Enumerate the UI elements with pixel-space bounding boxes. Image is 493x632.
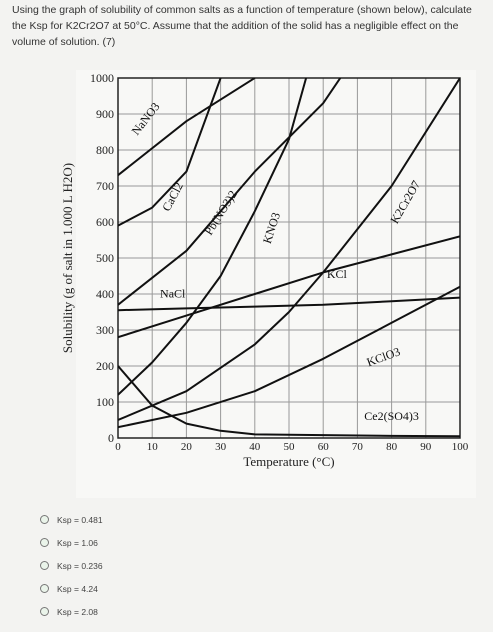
x-tick-label: 10 xyxy=(147,441,159,453)
x-tick-label: 80 xyxy=(386,441,398,453)
y-tick-label: 200 xyxy=(96,359,114,373)
y-tick-label: 400 xyxy=(96,287,114,301)
y-tick-label: 800 xyxy=(96,143,114,157)
option-label: Ksp = 0.236 xyxy=(57,560,103,571)
series-line-KCl xyxy=(118,235,460,339)
x-tick-label: 30 xyxy=(215,441,227,453)
x-axis-title: Temperature (°C) xyxy=(243,454,334,469)
radio-button[interactable] xyxy=(40,607,49,616)
plot-background xyxy=(76,70,476,498)
x-tick-label: 50 xyxy=(284,441,296,453)
radio-button[interactable] xyxy=(40,584,49,593)
series-label: KCl xyxy=(327,267,348,281)
chart-svg: 0 10 20 30 40 50 60 70 80 90 100010020030040050060… xyxy=(60,70,476,498)
x-tick-label: 20 xyxy=(181,441,193,453)
series-line-Ce2SO43 xyxy=(118,365,460,438)
y-tick-label: 700 xyxy=(96,179,114,193)
solubility-chart: 0 10 20 30 40 50 60 70 80 90 100 0 100 200 300 400 500 60… xyxy=(60,70,476,498)
series-line-CaCl2 xyxy=(118,78,222,227)
option-label: Ksp = 4.24 xyxy=(57,583,98,594)
y-axis-title: Solubility (g of salt in 1.000 L H2O) xyxy=(60,163,75,353)
series-line-KClO3 xyxy=(118,285,460,429)
y-tick-label: 900 xyxy=(96,107,114,121)
series-line-K2Cr2O7 xyxy=(118,78,460,421)
x-tick-label: 90 xyxy=(420,441,432,453)
answer-option[interactable]: Ksp = 2.08 xyxy=(40,600,103,623)
y-tick-label: 600 xyxy=(96,215,114,229)
series-label: NaCl xyxy=(160,287,186,301)
x-tick-label: 60 xyxy=(318,441,330,453)
y-tick-label: 1000 xyxy=(90,71,114,85)
radio-button[interactable] xyxy=(40,515,49,524)
x-tick-label: 40 xyxy=(249,441,261,453)
answer-options: Ksp = 0.481 Ksp = 1.06 Ksp = 0.236 Ksp =… xyxy=(40,508,103,623)
option-label: Ksp = 0.481 xyxy=(57,514,103,525)
y-tick-label: 300 xyxy=(96,323,114,337)
series-line-NaNO3 xyxy=(118,78,256,176)
radio-button[interactable] xyxy=(40,538,49,547)
question-text: Using the graph of solubility of common … xyxy=(12,4,472,48)
plot-frame xyxy=(117,77,461,439)
y-tick-label: 0 xyxy=(108,431,114,445)
option-label: Ksp = 2.08 xyxy=(57,606,98,617)
x-tick-label: 0 xyxy=(115,441,121,453)
x-tick-label: 70 xyxy=(352,441,364,453)
answer-option[interactable]: Ksp = 0.236 xyxy=(40,554,103,577)
series-line-PbNO32 xyxy=(118,78,342,306)
y-tick-label: 500 xyxy=(96,251,114,265)
y-tick-label: 100 xyxy=(96,395,114,409)
answer-option[interactable]: Ksp = 0.481 xyxy=(40,508,103,531)
answer-option[interactable]: Ksp = 1.06 xyxy=(40,531,103,554)
series-line-NaCl xyxy=(118,296,460,312)
series-label: Ce2(SO4)3 xyxy=(364,409,419,423)
answer-option[interactable]: Ksp = 4.24 xyxy=(40,577,103,600)
series-line-KNO3 xyxy=(118,78,308,396)
option-label: Ksp = 1.06 xyxy=(57,537,98,548)
x-tick-label: 100 xyxy=(452,441,469,453)
radio-button[interactable] xyxy=(40,561,49,570)
